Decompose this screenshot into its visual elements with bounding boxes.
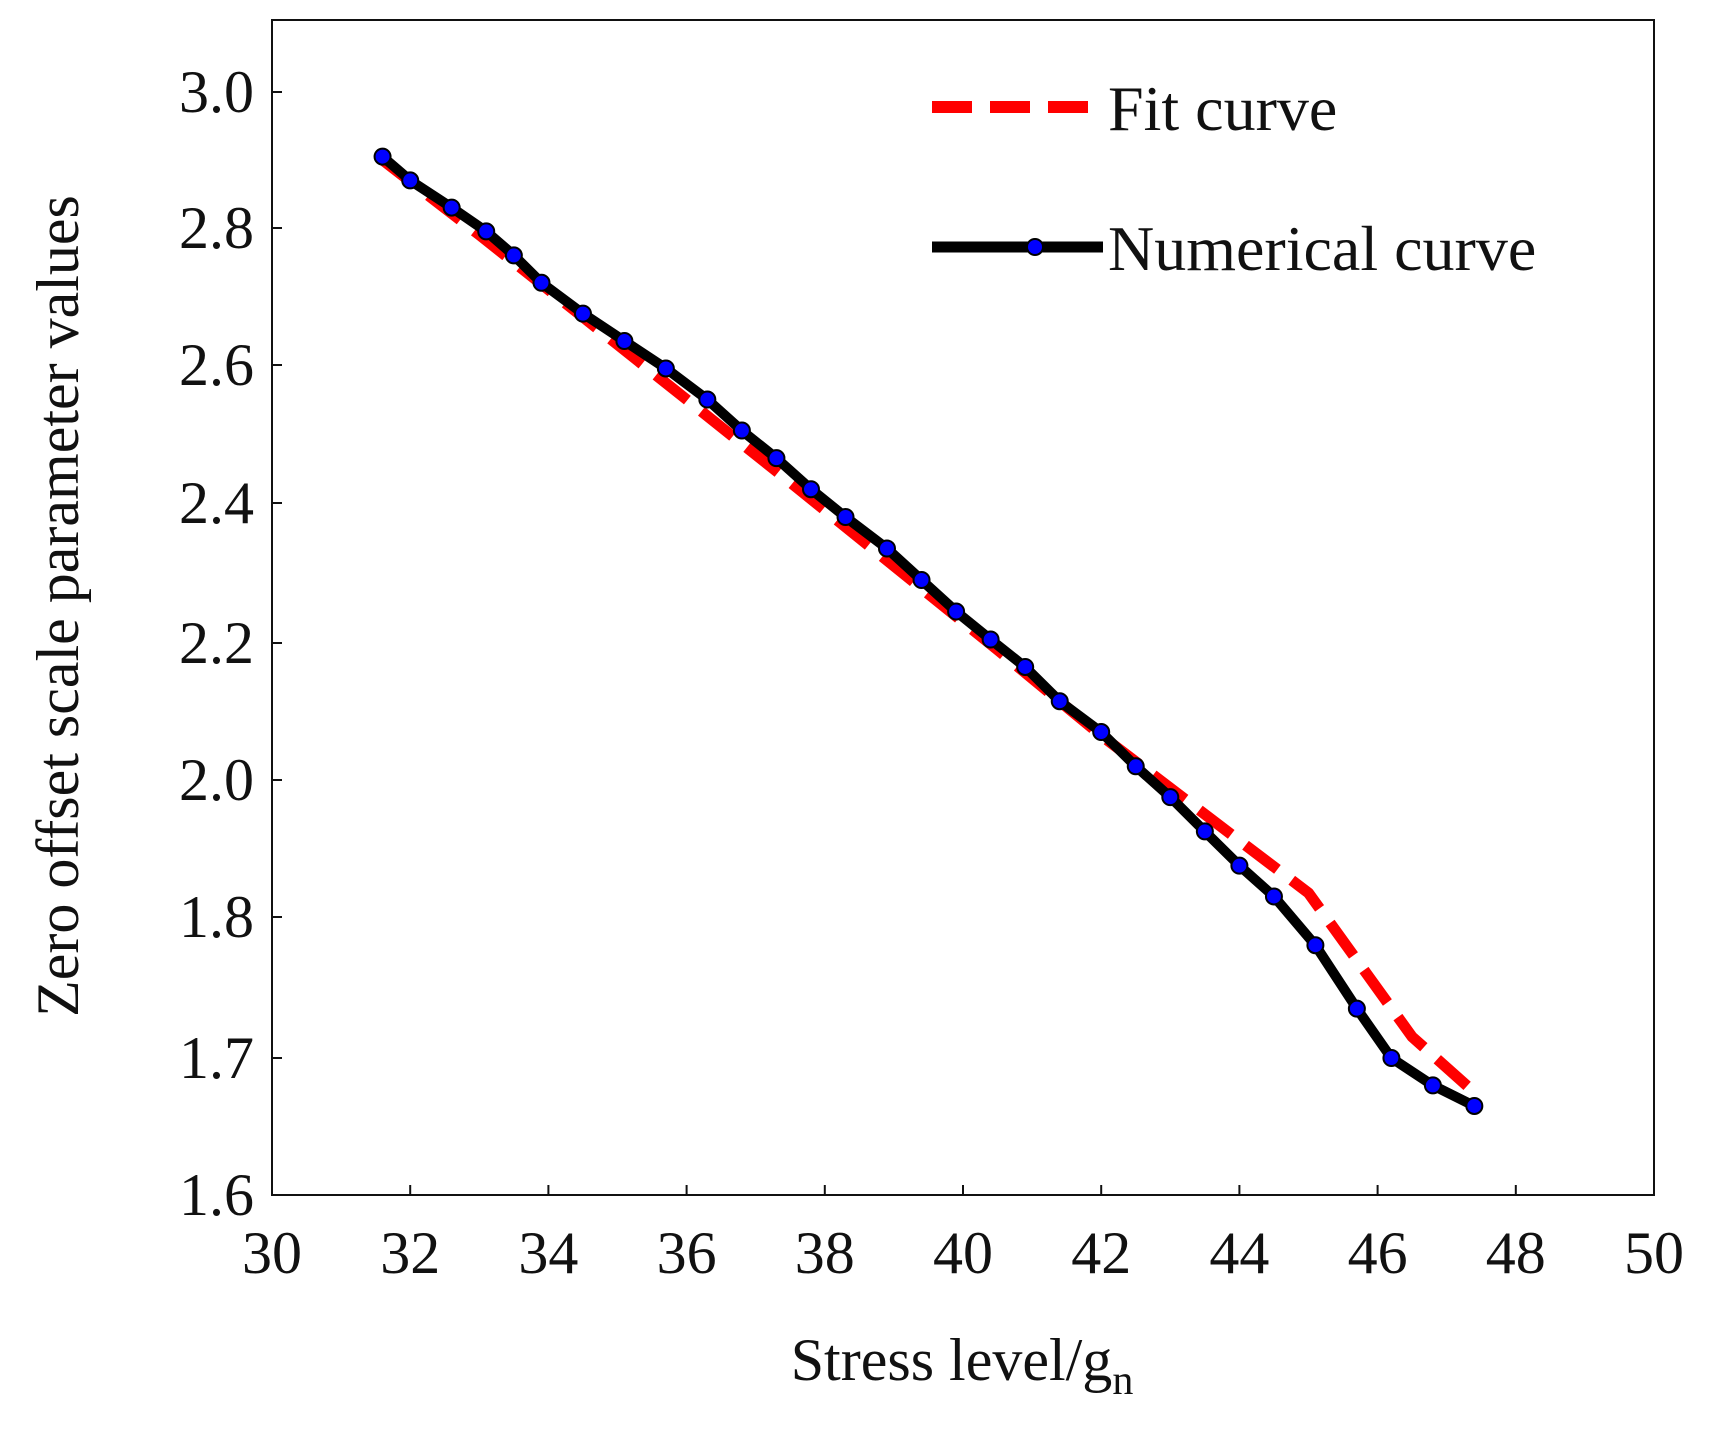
- numerical-curve-point: [1195, 822, 1214, 841]
- y-tick-label: 2.0: [179, 747, 254, 813]
- numerical-curve-point: [801, 480, 820, 499]
- y-tick-label: 2.8: [179, 195, 254, 261]
- x-tick-label: 50: [1624, 1220, 1684, 1286]
- x-tick-label: 46: [1348, 1220, 1408, 1286]
- numerical-curve-point: [1016, 657, 1035, 676]
- legend-numerical-marker: [1026, 238, 1044, 256]
- series-layer: [373, 147, 1484, 1115]
- x-tick-label: 44: [1209, 1220, 1269, 1286]
- x-tick-label: 36: [657, 1220, 717, 1286]
- x-axis-title: Stress level/gn: [791, 1327, 1134, 1404]
- numerical-curve-point: [1230, 856, 1249, 875]
- y-tick-label: 3.0: [179, 59, 254, 125]
- x-tick-label: 48: [1486, 1220, 1546, 1286]
- numerical-curve-point: [981, 630, 1000, 649]
- numerical-curve-point: [912, 571, 931, 589]
- numerical-curve-point: [532, 273, 551, 292]
- numerical-curve-point: [401, 171, 420, 190]
- x-tick-label: 30: [242, 1220, 302, 1286]
- numerical-curve-point: [767, 449, 786, 468]
- numerical-curve-point: [877, 539, 896, 558]
- numerical-curve-point: [1264, 887, 1283, 906]
- y-tick-label: 1.7: [179, 1025, 254, 1091]
- y-axis-title: Zero offset scale parameter values: [25, 195, 91, 1017]
- numerical-curve-point: [836, 508, 855, 526]
- x-tick-label: 34: [518, 1220, 578, 1286]
- numerical-curve-point: [615, 332, 634, 351]
- numerical-curve-point: [732, 421, 751, 440]
- y-tick-label: 1.6: [179, 1162, 254, 1228]
- x-tick-label: 32: [380, 1220, 440, 1286]
- legend: Fit curve Numerical curve: [932, 73, 1536, 284]
- numerical-curve-point: [477, 222, 496, 241]
- numerical-curve-point: [1050, 692, 1069, 711]
- numerical-curve-point: [947, 602, 966, 621]
- x-axis-ticks: 30 32 34 36 38 40 42 44 46 48 50: [242, 1185, 1684, 1286]
- legend-numerical-label: Numerical curve: [1108, 213, 1536, 284]
- numerical-curve-point: [656, 359, 675, 378]
- x-tick-label: 42: [1071, 1220, 1131, 1286]
- numerical-curve-line: [377, 151, 1480, 1111]
- x-tick-label: 38: [795, 1220, 855, 1286]
- numerical-curve-point: [1092, 723, 1111, 742]
- y-tick-label: 2.4: [179, 470, 254, 536]
- y-tick-label: 2.2: [179, 610, 254, 676]
- numerical-curve-point: [373, 147, 392, 166]
- numerical-curve-point: [698, 390, 717, 409]
- numerical-curve-point: [1423, 1076, 1442, 1095]
- numerical-curve-point: [504, 246, 523, 265]
- numerical-curve-point: [1161, 788, 1180, 807]
- numerical-curve-point: [1306, 936, 1325, 955]
- x-tick-label: 40: [933, 1220, 993, 1286]
- numerical-curve-point: [573, 304, 592, 323]
- legend-fit-label: Fit curve: [1108, 73, 1337, 144]
- numerical-curve-point: [1347, 999, 1366, 1018]
- numerical-curve-point: [1465, 1096, 1484, 1115]
- numerical-curve-point: [1126, 757, 1145, 776]
- y-axis-ticks: 1.6 1.7 1.8 2.0 2.2 2.4 2.6 2.8 3.0: [179, 59, 282, 1228]
- x-axis-title-main: Stress level/g: [791, 1327, 1113, 1393]
- numerical-curve-point: [442, 198, 461, 217]
- y-tick-label: 2.6: [179, 332, 254, 398]
- x-axis-title-subscript: n: [1112, 1358, 1133, 1404]
- numerical-curve-point: [1382, 1049, 1401, 1067]
- y-tick-label: 1.8: [179, 884, 254, 950]
